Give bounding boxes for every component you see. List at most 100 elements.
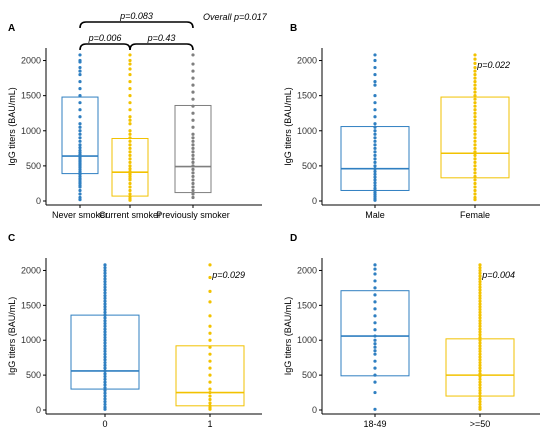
data-point [473, 115, 477, 119]
data-point [103, 369, 107, 373]
y-tick-label: 1000 [297, 126, 317, 136]
data-point [191, 181, 195, 186]
y-tick-label: 1500 [21, 300, 41, 310]
data-point [373, 314, 377, 318]
data-point [103, 266, 107, 270]
data-point [473, 90, 477, 94]
data-point [208, 397, 212, 402]
data-point [78, 192, 82, 196]
panel-label: B [290, 23, 297, 34]
data-point [373, 338, 377, 342]
box-0 [340, 290, 410, 377]
data-point [373, 58, 377, 63]
comparison-bracket [129, 43, 194, 51]
data-point [478, 291, 482, 295]
data-point [191, 192, 195, 196]
data-point [103, 374, 107, 379]
y-tick-label: 1000 [297, 335, 317, 345]
x-tick-label: 1 [207, 419, 212, 429]
data-point [128, 94, 132, 98]
data-point [208, 366, 212, 370]
y-tick-label: 0 [36, 405, 41, 415]
data-point [191, 167, 195, 171]
data-point [191, 132, 195, 136]
data-point [373, 139, 377, 143]
data-point [128, 87, 132, 91]
data-point [473, 76, 477, 80]
data-point [208, 352, 212, 356]
data-point [473, 167, 477, 171]
data-point [478, 347, 482, 351]
data-point [478, 333, 482, 337]
data-point [78, 53, 82, 57]
data-point [208, 331, 212, 335]
data-point [373, 129, 377, 133]
data-point [191, 104, 195, 108]
data-point [478, 282, 482, 287]
data-point [373, 359, 377, 363]
data-point [478, 374, 482, 379]
data-point [128, 167, 132, 171]
data-point [373, 380, 377, 384]
data-point [473, 83, 477, 87]
data-point [478, 391, 482, 395]
data-point [473, 125, 477, 129]
data-point [473, 122, 477, 126]
data-point [128, 198, 132, 202]
data-point [128, 160, 132, 164]
data-point [103, 288, 107, 292]
y-tick-label: 1000 [21, 126, 41, 136]
data-point [191, 160, 195, 164]
data-point [191, 143, 195, 147]
x-tick-label: >=50 [470, 419, 491, 429]
data-point [478, 313, 482, 317]
data-point [373, 293, 377, 297]
data-point [478, 388, 482, 393]
data-point [478, 355, 482, 359]
data-point [103, 360, 107, 365]
data-point [373, 83, 377, 87]
data-point [103, 321, 107, 326]
data-point [208, 407, 212, 411]
y-tick-label: 1500 [297, 91, 317, 101]
data-point [128, 72, 132, 77]
y-tick-label: 2000 [297, 265, 317, 275]
data-point [103, 285, 107, 289]
data-point [191, 146, 195, 150]
data-point [128, 132, 132, 136]
panel-label: D [290, 233, 297, 244]
x-tick-label: Male [365, 210, 385, 220]
data-point [373, 300, 377, 304]
data-point [208, 338, 212, 342]
data-point [103, 341, 107, 345]
data-point [473, 101, 477, 105]
data-point [78, 65, 82, 70]
data-point [373, 307, 377, 311]
data-point [103, 372, 107, 376]
y-tick-label: 2000 [297, 56, 317, 66]
data-point [473, 178, 477, 182]
data-point [473, 143, 477, 147]
y-tick-label: 1500 [21, 91, 41, 101]
data-point [373, 65, 377, 70]
data-point [473, 197, 477, 202]
overall-p-label: Overall p=0.017 [203, 12, 268, 22]
data-point [473, 174, 477, 179]
data-point [208, 359, 212, 363]
data-point [191, 83, 195, 87]
data-point [473, 164, 477, 168]
data-point [103, 280, 107, 284]
data-point [473, 104, 477, 108]
data-point [208, 300, 212, 304]
data-point [473, 181, 477, 186]
data-point [478, 394, 482, 398]
data-point [478, 380, 482, 384]
data-point [103, 316, 107, 320]
data-point [103, 302, 107, 306]
data-point [473, 129, 477, 133]
data-point [78, 185, 82, 189]
data-point [191, 125, 195, 129]
data-point [191, 139, 195, 143]
y-tick-label: 0 [36, 196, 41, 206]
